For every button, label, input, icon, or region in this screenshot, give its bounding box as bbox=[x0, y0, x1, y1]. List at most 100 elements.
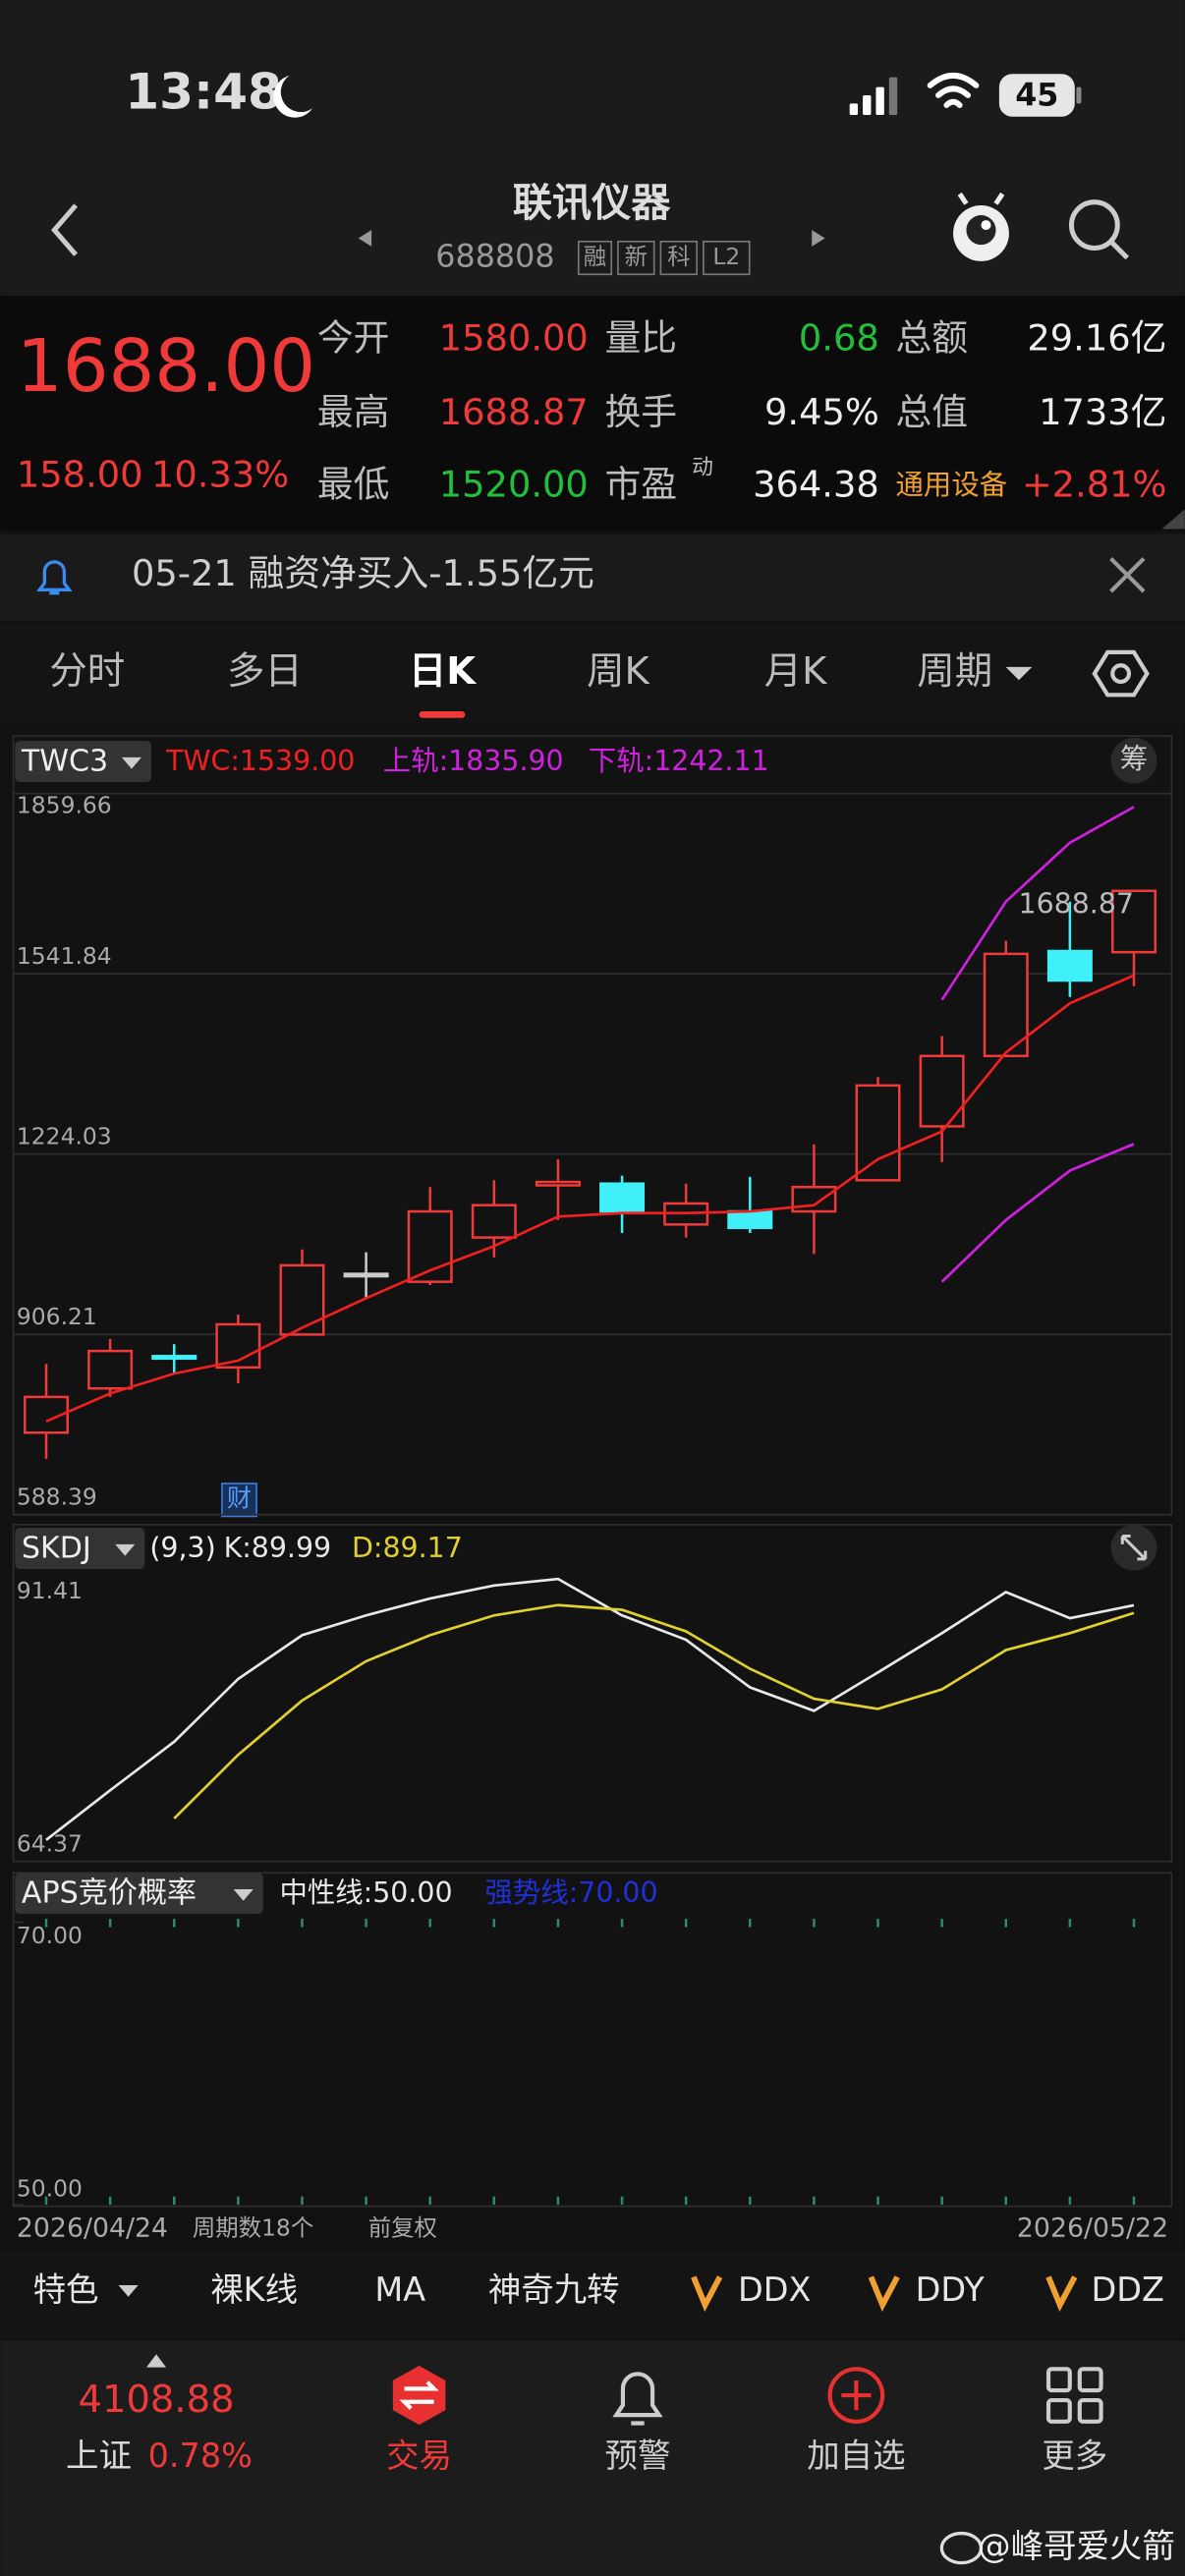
tab[interactable]: 多日 bbox=[227, 649, 303, 694]
tab[interactable]: 周K bbox=[587, 649, 650, 694]
more-icon[interactable] bbox=[1045, 2367, 1103, 2424]
stat-value: 364.38 bbox=[753, 463, 879, 505]
prev-stock[interactable] bbox=[358, 230, 372, 247]
bottom-nav bbox=[0, 2340, 1185, 2576]
search-icon[interactable] bbox=[1068, 199, 1130, 260]
close-notice[interactable] bbox=[1109, 557, 1146, 593]
sector-change: +2.81% bbox=[1022, 463, 1167, 505]
candle-body bbox=[471, 1204, 517, 1239]
candle-body bbox=[791, 1185, 837, 1213]
toolbar bbox=[0, 2250, 1185, 2341]
indicator-select[interactable] bbox=[15, 1873, 263, 1915]
y-tick-label: 64.37 bbox=[17, 1829, 83, 1857]
stat-value: 29.16亿 bbox=[1027, 317, 1166, 360]
badge: L2 bbox=[712, 243, 740, 270]
nav-item[interactable]: 更多 bbox=[1042, 2436, 1107, 2475]
series-line bbox=[45, 974, 1135, 1424]
candle-body bbox=[599, 1182, 646, 1213]
indicator-select[interactable] bbox=[15, 741, 152, 782]
y-tick-label: 91.41 bbox=[17, 1577, 83, 1604]
toolbar-item[interactable]: DDX bbox=[738, 2270, 811, 2309]
index-change: 0.78% bbox=[148, 2436, 253, 2475]
y-tick-label: 906.21 bbox=[17, 1303, 97, 1330]
legend: TWC:1539.00 bbox=[165, 745, 355, 777]
trade-icon[interactable] bbox=[392, 2365, 446, 2426]
stat-value: 1688.87 bbox=[439, 391, 589, 433]
kdj-panel bbox=[12, 1523, 1173, 1863]
series-line bbox=[940, 1143, 1135, 1283]
v-icon bbox=[691, 2275, 723, 2312]
pe-note: 动 bbox=[692, 456, 713, 480]
nav-item[interactable]: 预警 bbox=[605, 2436, 671, 2475]
aps-panel bbox=[12, 1872, 1173, 2208]
series-line bbox=[940, 806, 1135, 1001]
tab[interactable]: 分时 bbox=[49, 649, 125, 694]
tab[interactable]: 月K bbox=[764, 649, 828, 694]
price-change-pct: 10.33% bbox=[151, 453, 289, 495]
candle-body bbox=[919, 1054, 965, 1128]
alert-icon[interactable] bbox=[612, 2372, 663, 2426]
toolbar-item[interactable]: DDY bbox=[916, 2270, 986, 2309]
nav-item[interactable]: 交易 bbox=[386, 2436, 452, 2475]
badge: 科 bbox=[667, 243, 690, 270]
candle-body bbox=[343, 1272, 389, 1278]
signal-icon bbox=[849, 77, 898, 116]
stat-value: 9.45% bbox=[764, 391, 879, 433]
notice-text[interactable]: 05-21 融资净买入-1.55亿元 bbox=[132, 552, 594, 594]
tab-active[interactable]: 日K bbox=[409, 649, 477, 694]
candle-body bbox=[1110, 889, 1157, 954]
sector[interactable]: 通用设备 bbox=[896, 469, 1008, 501]
tab[interactable]: 周期 bbox=[917, 649, 992, 694]
y-tick-label: 50.00 bbox=[17, 2175, 83, 2203]
chip-button-bg[interactable] bbox=[1110, 737, 1157, 784]
chip-button[interactable]: 筹 bbox=[1120, 743, 1148, 775]
back-button[interactable] bbox=[51, 203, 78, 256]
indicator-select[interactable] bbox=[15, 1528, 145, 1569]
moon-icon bbox=[273, 75, 312, 118]
settings-icon[interactable] bbox=[1092, 649, 1150, 698]
toolbar-item[interactable]: 神奇九转 bbox=[488, 2270, 620, 2309]
stat-label: 总额 bbox=[896, 317, 969, 360]
mascot-icon[interactable] bbox=[953, 192, 1009, 261]
wifi-icon bbox=[927, 73, 980, 108]
date-label: 2026/05/22 bbox=[1017, 2213, 1168, 2244]
event-marker[interactable]: 财 bbox=[227, 1484, 252, 1513]
last-price: 1688.00 bbox=[17, 325, 315, 409]
candle-body bbox=[855, 1084, 901, 1182]
battery-level: 45 bbox=[1015, 79, 1058, 114]
stock-code: 688808 bbox=[435, 240, 554, 275]
series-line bbox=[173, 1603, 1135, 1820]
candle-body bbox=[87, 1349, 134, 1390]
stat-label: 量比 bbox=[605, 317, 678, 360]
reference-line-label: 中性线:50.00 bbox=[279, 1876, 452, 1909]
toolbar-item[interactable]: MA bbox=[374, 2270, 425, 2309]
battery bbox=[998, 74, 1075, 117]
badges: 融 新 科 L2 bbox=[577, 240, 751, 276]
expand-icon bbox=[1120, 1534, 1148, 1561]
toolbar-item[interactable]: DDZ bbox=[1092, 2270, 1164, 2309]
next-stock[interactable] bbox=[812, 230, 825, 247]
period-count: 周期数18个 bbox=[193, 2214, 313, 2242]
index-value[interactable]: 4108.88 bbox=[79, 2378, 235, 2422]
dropdown-arrow bbox=[1005, 666, 1033, 681]
legend: 上轨:1835.90 bbox=[383, 745, 564, 777]
stat-label: 换手 bbox=[605, 391, 678, 433]
add-plus bbox=[841, 2380, 872, 2411]
y-tick-label: 1541.84 bbox=[17, 942, 112, 970]
toolbar-item[interactable]: 裸K线 bbox=[210, 2270, 298, 2309]
toolbar-item[interactable]: 特色 bbox=[33, 2270, 99, 2309]
badge-box bbox=[617, 240, 655, 276]
indicator-name: TWC3 bbox=[21, 744, 108, 778]
watermark: @峰哥爱火箭 bbox=[978, 2527, 1175, 2565]
stat-label: 市盈 bbox=[605, 463, 678, 505]
add-icon[interactable] bbox=[827, 2367, 885, 2424]
candle-body bbox=[535, 1180, 581, 1187]
expand-arrow[interactable] bbox=[145, 2354, 167, 2368]
candle-body bbox=[1046, 949, 1093, 982]
nav-item[interactable]: 加自选 bbox=[807, 2436, 905, 2475]
stat-value: 1733亿 bbox=[1039, 391, 1166, 433]
indicator-name: SKDJ bbox=[22, 1531, 91, 1565]
v-icon bbox=[1045, 2275, 1078, 2312]
event-marker-box[interactable] bbox=[221, 1483, 257, 1518]
